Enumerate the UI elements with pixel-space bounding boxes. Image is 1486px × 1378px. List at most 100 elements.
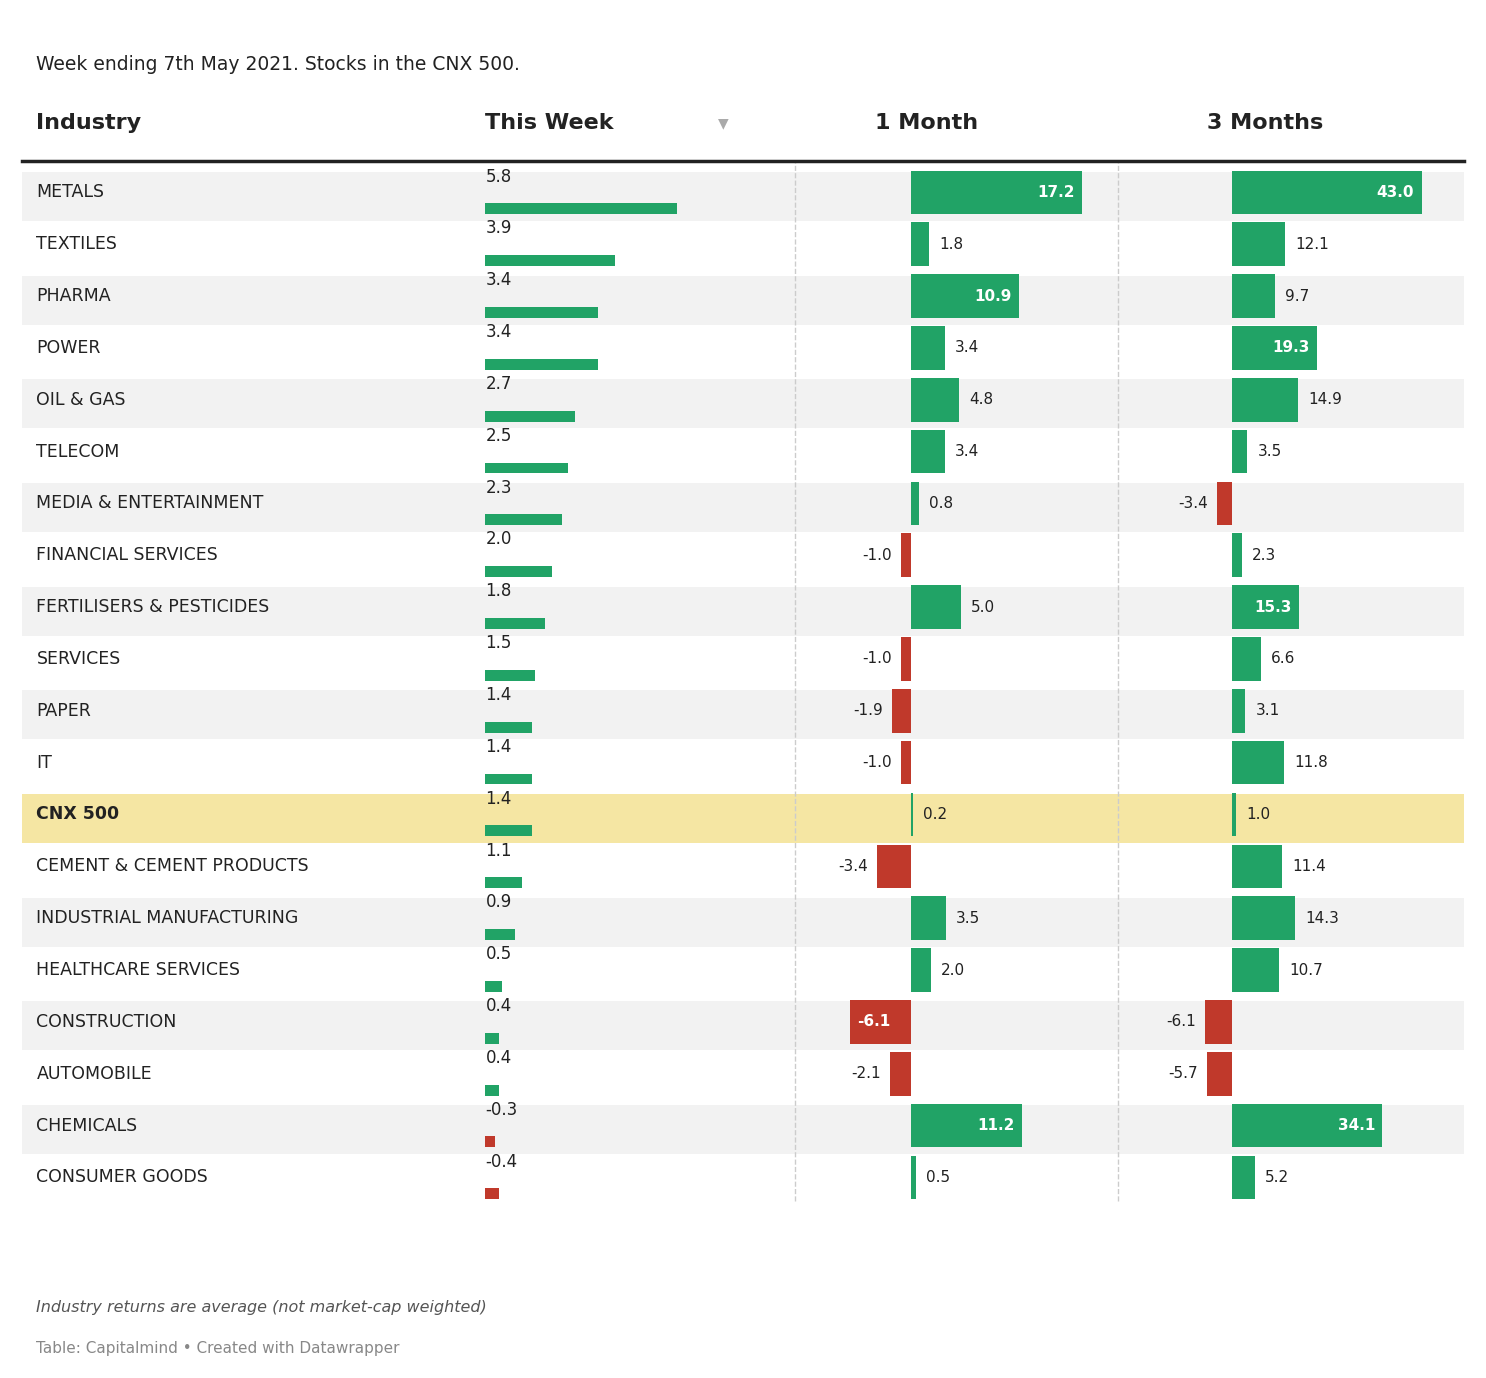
Bar	[22, 638, 1464, 688]
Text: 1.1: 1.1	[486, 842, 511, 860]
Text: -6.1: -6.1	[857, 1014, 890, 1029]
Text: 10.7: 10.7	[1290, 962, 1323, 977]
Text: CONSUMER GOODS: CONSUMER GOODS	[36, 1169, 208, 1186]
Text: 14.9: 14.9	[1308, 393, 1342, 408]
Bar	[22, 1105, 1464, 1155]
Text: OIL & GAS: OIL & GAS	[36, 391, 126, 409]
Text: CEMENT & CEMENT PRODUCTS: CEMENT & CEMENT PRODUCTS	[36, 857, 309, 875]
Text: AUTOMOBILE: AUTOMOBILE	[36, 1065, 152, 1083]
Text: 1.4: 1.4	[486, 790, 511, 808]
Text: 3.5: 3.5	[955, 911, 981, 926]
Text: 12.1: 12.1	[1296, 237, 1330, 252]
Bar	[911, 948, 930, 992]
Text: 19.3: 19.3	[1272, 340, 1309, 356]
Bar	[486, 1188, 499, 1199]
Text: -2.1: -2.1	[851, 1067, 881, 1082]
Bar	[1232, 274, 1275, 318]
Text: 3.9: 3.9	[486, 219, 511, 237]
Bar	[22, 1053, 1464, 1102]
Bar	[1232, 171, 1422, 215]
Bar	[1232, 1156, 1254, 1199]
Bar	[1232, 896, 1294, 940]
Text: 1.4: 1.4	[486, 737, 511, 757]
Bar	[1232, 741, 1284, 784]
Bar	[911, 378, 958, 422]
Bar	[911, 792, 912, 836]
Bar	[877, 845, 911, 889]
Text: 1.5: 1.5	[486, 634, 511, 652]
Text: MEDIA & ENTERTAINMENT: MEDIA & ENTERTAINMENT	[36, 495, 263, 513]
Text: 4.8: 4.8	[969, 393, 993, 408]
Text: INDUSTRIAL MANUFACTURING: INDUSTRIAL MANUFACTURING	[36, 909, 299, 927]
Bar	[22, 1002, 1464, 1050]
Text: HEALTHCARE SERVICES: HEALTHCARE SERVICES	[36, 960, 241, 978]
Text: 3.5: 3.5	[1257, 444, 1282, 459]
Bar	[1205, 1000, 1232, 1043]
Text: -6.1: -6.1	[1167, 1014, 1196, 1029]
Bar	[22, 690, 1464, 740]
Text: CONSTRUCTION: CONSTRUCTION	[36, 1013, 177, 1031]
Bar	[911, 274, 1019, 318]
Bar	[22, 794, 1464, 843]
Bar	[850, 1000, 911, 1043]
Text: 15.3: 15.3	[1254, 599, 1291, 615]
Text: 2.3: 2.3	[486, 478, 511, 496]
Bar	[486, 514, 562, 525]
Text: 1.8: 1.8	[939, 237, 963, 252]
Bar	[1232, 378, 1297, 422]
Text: 0.5: 0.5	[926, 1170, 950, 1185]
Bar	[1232, 586, 1299, 628]
Text: This Week: This Week	[486, 113, 614, 132]
Bar	[1232, 845, 1282, 889]
Text: 3.4: 3.4	[486, 271, 511, 289]
Bar	[486, 204, 678, 215]
Bar	[1207, 1051, 1232, 1096]
Bar	[1232, 1104, 1382, 1148]
Bar	[486, 619, 545, 628]
Bar	[22, 587, 1464, 635]
Bar	[22, 846, 1464, 894]
Bar	[911, 430, 945, 474]
Bar	[22, 223, 1464, 273]
Bar	[486, 878, 522, 889]
Text: PHARMA: PHARMA	[36, 287, 111, 305]
Text: 2.0: 2.0	[941, 962, 964, 977]
Text: 0.5: 0.5	[486, 945, 511, 963]
Text: FINANCIAL SERVICES: FINANCIAL SERVICES	[36, 546, 218, 565]
Text: 6.6: 6.6	[1271, 652, 1296, 667]
Text: -0.3: -0.3	[486, 1101, 517, 1119]
Text: SERVICES: SERVICES	[36, 650, 120, 668]
Text: IT: IT	[36, 754, 52, 772]
Bar	[1232, 689, 1245, 733]
Bar	[22, 276, 1464, 325]
Bar	[22, 949, 1464, 999]
Text: FERTILISERS & PESTICIDES: FERTILISERS & PESTICIDES	[36, 598, 269, 616]
Text: -5.7: -5.7	[1168, 1067, 1198, 1082]
Bar	[1232, 533, 1242, 577]
Text: -1.0: -1.0	[862, 548, 892, 562]
Text: 0.9: 0.9	[486, 893, 511, 911]
Bar	[486, 722, 532, 733]
Text: -3.4: -3.4	[1178, 496, 1208, 511]
Bar	[911, 482, 918, 525]
Bar	[901, 637, 911, 681]
Bar	[22, 535, 1464, 584]
Text: -1.0: -1.0	[862, 755, 892, 770]
Bar	[911, 327, 945, 369]
Bar	[901, 533, 911, 577]
Bar	[486, 773, 532, 784]
Bar	[22, 379, 1464, 429]
Text: CNX 500: CNX 500	[36, 806, 119, 824]
Bar	[22, 743, 1464, 791]
Text: -0.4: -0.4	[486, 1152, 517, 1170]
Bar	[486, 463, 568, 474]
Bar	[901, 741, 911, 784]
Text: 0.4: 0.4	[486, 998, 511, 1016]
Text: 11.8: 11.8	[1294, 755, 1328, 770]
Bar	[911, 586, 960, 628]
Text: 0.8: 0.8	[929, 496, 953, 511]
Bar	[486, 411, 575, 422]
Text: 2.5: 2.5	[486, 427, 511, 445]
Bar	[911, 222, 929, 266]
Bar	[1232, 637, 1262, 681]
